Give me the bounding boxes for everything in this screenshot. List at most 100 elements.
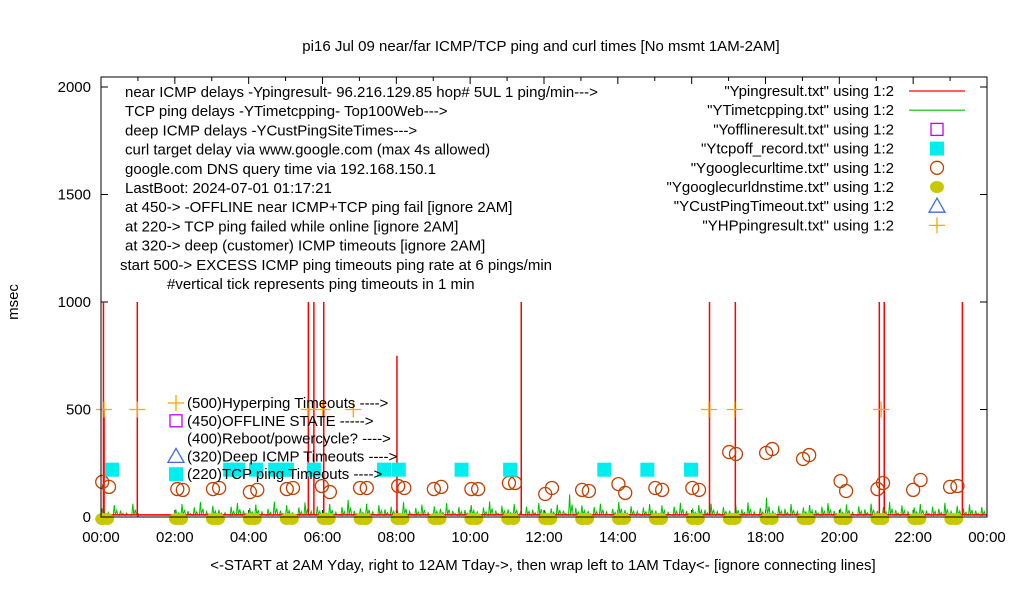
- dns-time-point: [321, 513, 336, 525]
- x-tick-label: 06:00: [304, 529, 342, 546]
- plot-border: [100, 76, 988, 518]
- legend-label: "Yofflineresult.txt" using 1:2: [713, 121, 894, 138]
- x-tick-label: 20:00: [821, 529, 859, 546]
- info-line: at 450-> -OFFLINE near ICMP+TCP ping fai…: [125, 199, 512, 216]
- y-tick-label: 2000: [58, 79, 91, 96]
- curl-time-point: [359, 480, 374, 496]
- curl-time-point: [950, 478, 965, 494]
- curl-time-point: [397, 480, 412, 496]
- hp-ping-point: [726, 401, 743, 418]
- legend-label: "Ygooglecurldnstime.txt" using 1:2: [667, 179, 894, 196]
- curl-time-point: [471, 481, 486, 497]
- legend-label: "Ypingresult.txt" using 1:2: [724, 83, 894, 100]
- curl-time-point: [691, 482, 707, 498]
- curl-time-point: [648, 480, 663, 496]
- marker-key: (500)Hyperping Timeouts ---->(450)OFFLIN…: [166, 395, 397, 483]
- y-tick-label: 1500: [58, 187, 91, 204]
- tcp-off-point: [391, 462, 406, 477]
- x-tick-label: 00:00: [82, 529, 120, 546]
- curl-time-point: [611, 476, 626, 492]
- dns-time-point: [875, 513, 890, 525]
- tcp-off-point: [105, 462, 120, 477]
- tcp-off-point: [231, 462, 246, 477]
- x-tick-label: 14:00: [599, 529, 637, 546]
- curl-time-point: [802, 447, 817, 463]
- y-tick-label: 0: [83, 509, 91, 526]
- info-line: #vertical tick represents ping timeouts …: [167, 276, 475, 293]
- y-tick-label: 1000: [58, 294, 91, 311]
- dns-time-point: [580, 513, 595, 525]
- curl-time-point: [654, 482, 670, 498]
- curl-time-point: [838, 483, 854, 499]
- info-line: start 500-> EXCESS ICMP ping timeouts pi…: [120, 257, 552, 274]
- info-line: TCP ping delays -YTimetcpping- Top100Web…: [125, 103, 448, 120]
- legend-label: "YCustPingTimeout.txt" using 1:2: [674, 198, 894, 215]
- legend-label: "YTimetcpping.txt" using 1:2: [707, 102, 894, 119]
- x-tick-label: 04:00: [230, 529, 268, 546]
- curl-time-point: [875, 475, 891, 491]
- dns-time-point: [838, 513, 853, 525]
- tcp-off-point: [454, 462, 469, 477]
- curl-time-point: [352, 480, 368, 496]
- hp-ping-point: [96, 401, 113, 418]
- legend-key-open-triangle-icon: [927, 196, 947, 213]
- info-line: curl target delay via www.google.com (ma…: [125, 142, 490, 159]
- curl-time-point: [574, 482, 590, 498]
- marker-key-label: (320)Deep ICMP Timeouts ---->: [187, 448, 397, 465]
- tcp-ping-line: [100, 494, 986, 517]
- tcp-off-point: [279, 462, 294, 477]
- dns-time-point: [801, 513, 816, 525]
- tcp-off-point: [597, 462, 612, 477]
- legend: "Ypingresult.txt" using 1:2 "YTimetcpping…: [667, 83, 965, 234]
- curl-time-point: [279, 481, 294, 497]
- curl-time-point: [728, 446, 744, 462]
- x-tick-label: 08:00: [378, 529, 416, 546]
- curl-time-point: [211, 480, 227, 496]
- dns-time-point: [506, 513, 521, 525]
- hp-ping-point: [314, 401, 331, 418]
- dns-time-point: [690, 513, 705, 525]
- curl-time-point: [685, 480, 700, 496]
- curl-time-point: [906, 482, 921, 498]
- hp-ping-point: [700, 401, 717, 418]
- dns-time-point: [949, 513, 964, 525]
- marker-key-label: (400)Reboot/powercycle? ---->: [187, 431, 391, 448]
- marker-key-label: (220)TCP ping Timeouts ---->: [187, 466, 382, 483]
- curl-time-point: [464, 481, 479, 497]
- dns-time-point: [764, 513, 779, 525]
- chart-title: pi16 Jul 09 near/far ICMP/TCP ping and c…: [302, 38, 779, 55]
- x-tick-label: 02:00: [156, 529, 194, 546]
- curl-time-point: [722, 444, 737, 460]
- curl-time-point: [426, 481, 442, 497]
- x-axis-label: <-START at 2AM Yday, right to 12AM Tday-…: [210, 557, 875, 574]
- legend-label: "Ygooglecurltime.txt" using 1:2: [691, 160, 894, 177]
- x-tick-label: 22:00: [894, 529, 932, 546]
- dns-time-point: [284, 513, 299, 525]
- hp-ping-point: [300, 401, 317, 418]
- legend-key-filled-circle-icon: [930, 181, 944, 193]
- tcp-off-point: [249, 462, 264, 477]
- curl-time-point: [544, 480, 560, 496]
- hp-ping-point: [873, 401, 890, 418]
- y-axis-label: msec: [5, 284, 22, 320]
- legend-label: "YHPpingresult.txt" using 1:2: [702, 217, 894, 234]
- info-line: LastBoot: 2024-07-01 01:17:21: [125, 180, 332, 197]
- legend-key-plus-icon: [929, 217, 945, 234]
- x-tick-label: 00:00: [968, 529, 1006, 546]
- hp-ping-point: [129, 401, 146, 418]
- curl-time-point: [285, 480, 301, 496]
- legend-label: "Ytcpoff_record.txt" using 1:2: [701, 141, 894, 158]
- curl-time-point: [833, 473, 848, 489]
- marker-key-open-triangle-icon: [166, 447, 186, 464]
- curl-time-point: [205, 481, 221, 497]
- dns-time-point: [653, 513, 668, 525]
- tcp-off-point: [684, 462, 699, 477]
- curl-time-point: [913, 472, 928, 488]
- curl-time-point: [175, 482, 190, 498]
- info-line: at 220-> TCP ping failed while online [i…: [125, 218, 458, 235]
- curl-time-point: [322, 484, 338, 500]
- info-text: near ICMP delays -Ypingresult- 96.216.12…: [120, 84, 598, 293]
- x-tick-label: 16:00: [673, 529, 711, 546]
- tcp-off-point: [377, 462, 392, 477]
